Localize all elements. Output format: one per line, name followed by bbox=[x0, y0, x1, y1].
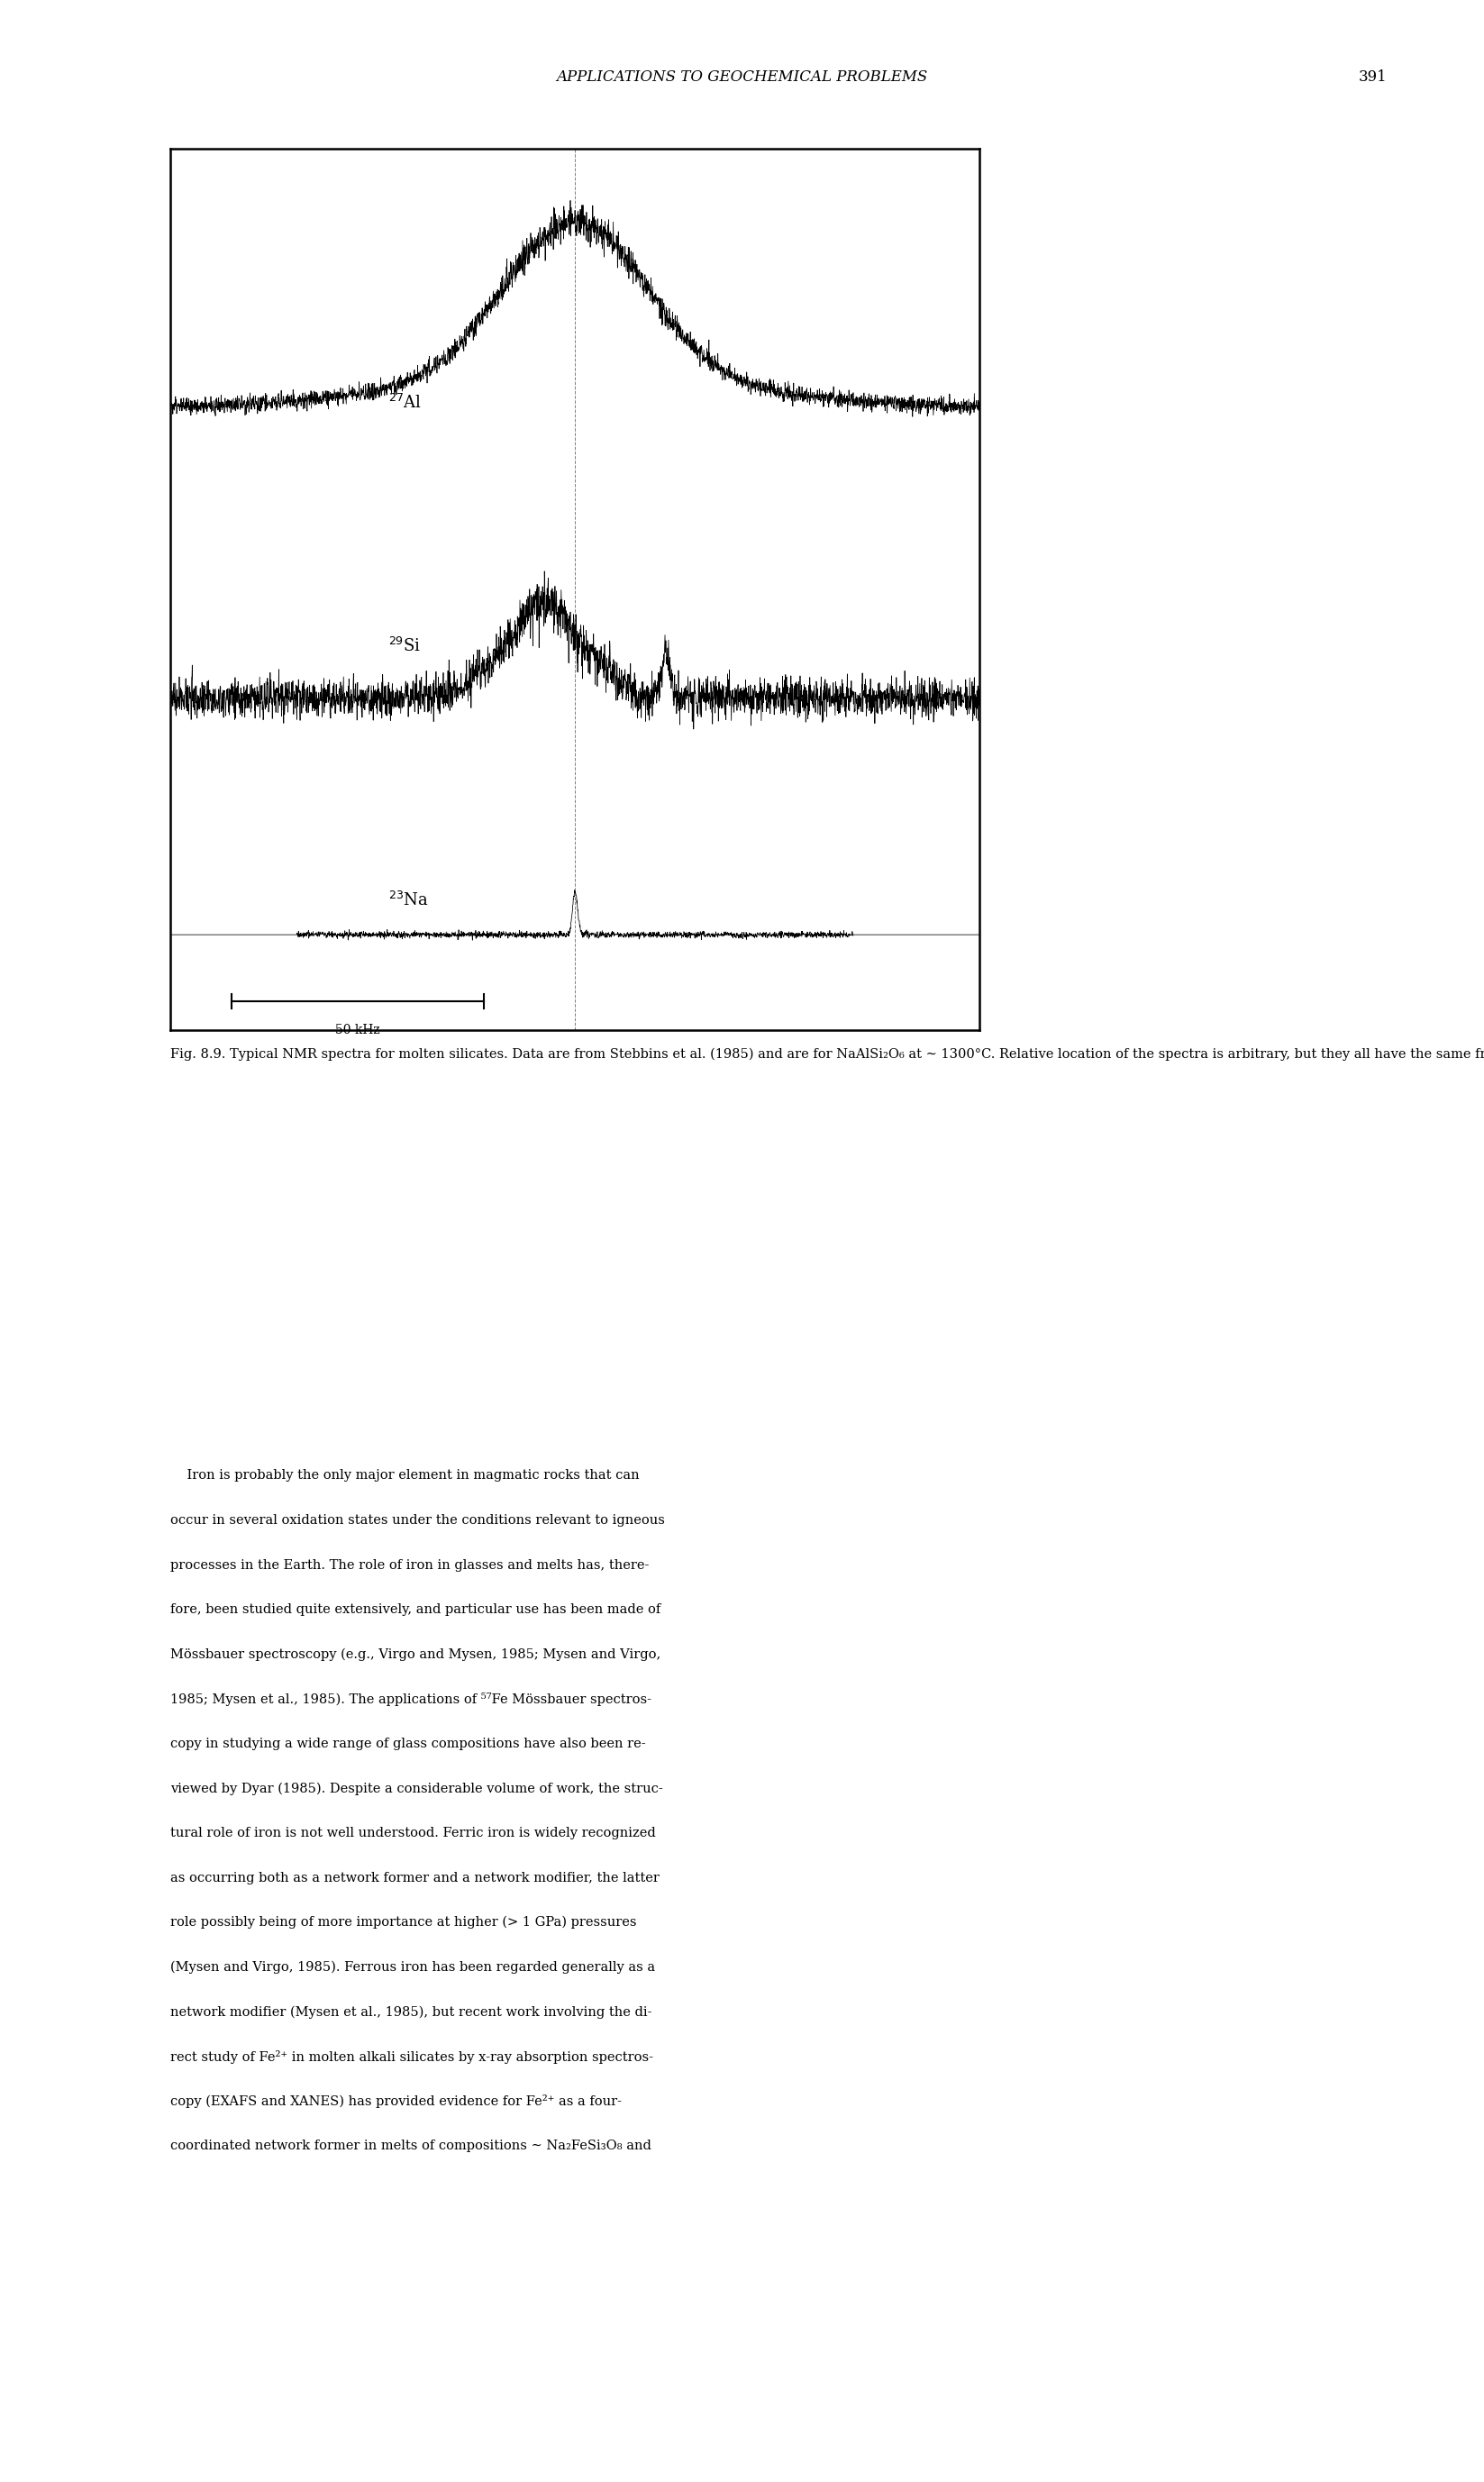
Text: viewed by Dyar (1985). Despite a considerable volume of work, the struc-: viewed by Dyar (1985). Despite a conside… bbox=[171, 1782, 663, 1794]
Text: $^{29}$Si: $^{29}$Si bbox=[387, 638, 420, 655]
Text: (Mysen and Virgo, 1985). Ferrous iron has been regarded generally as a: (Mysen and Virgo, 1985). Ferrous iron ha… bbox=[171, 1961, 656, 1973]
Text: 391: 391 bbox=[1359, 69, 1388, 84]
Text: $^{23}$Na: $^{23}$Na bbox=[387, 891, 429, 908]
Text: role possibly being of more importance at higher (> 1 GPa) pressures: role possibly being of more importance a… bbox=[171, 1916, 637, 1929]
Text: as occurring both as a network former and a network modifier, the latter: as occurring both as a network former an… bbox=[171, 1871, 660, 1884]
Text: 50 kHz: 50 kHz bbox=[335, 1025, 380, 1037]
Text: Iron is probably the only major element in magmatic rocks that can: Iron is probably the only major element … bbox=[171, 1469, 640, 1482]
Text: coordinated network former in melts of compositions ∼ Na₂FeSi₃O₈ and: coordinated network former in melts of c… bbox=[171, 2139, 651, 2152]
Text: copy in studying a wide range of glass compositions have also been re-: copy in studying a wide range of glass c… bbox=[171, 1737, 646, 1750]
Text: copy (EXAFS and XANES) has provided evidence for Fe²⁺ as a four-: copy (EXAFS and XANES) has provided evid… bbox=[171, 2095, 622, 2107]
Text: network modifier (Mysen et al., 1985), but recent work involving the di-: network modifier (Mysen et al., 1985), b… bbox=[171, 2005, 653, 2018]
Text: $^{27}$Al: $^{27}$Al bbox=[387, 395, 421, 412]
Text: fore, been studied quite extensively, and particular use has been made of: fore, been studied quite extensively, an… bbox=[171, 1603, 660, 1616]
Text: 1985; Mysen et al., 1985). The applications of ⁵⁷Fe Mössbauer spectros-: 1985; Mysen et al., 1985). The applicati… bbox=[171, 1693, 651, 1705]
Text: occur in several oxidation states under the conditions relevant to igneous: occur in several oxidation states under … bbox=[171, 1514, 665, 1526]
Text: Fig. 8.9. Typical NMR spectra for molten silicates. Data are from Stebbins et al: Fig. 8.9. Typical NMR spectra for molten… bbox=[171, 1047, 1484, 1060]
Text: rect study of Fe²⁺ in molten alkali silicates by x-ray absorption spectros-: rect study of Fe²⁺ in molten alkali sili… bbox=[171, 2050, 653, 2063]
Text: tural role of iron is not well understood. Ferric iron is widely recognized: tural role of iron is not well understoo… bbox=[171, 1827, 656, 1839]
Text: Mössbauer spectroscopy (e.g., Virgo and Mysen, 1985; Mysen and Virgo,: Mössbauer spectroscopy (e.g., Virgo and … bbox=[171, 1648, 660, 1660]
Text: APPLICATIONS TO GEOCHEMICAL PROBLEMS: APPLICATIONS TO GEOCHEMICAL PROBLEMS bbox=[556, 69, 928, 84]
Text: processes in the Earth. The role of iron in glasses and melts has, there-: processes in the Earth. The role of iron… bbox=[171, 1559, 650, 1571]
